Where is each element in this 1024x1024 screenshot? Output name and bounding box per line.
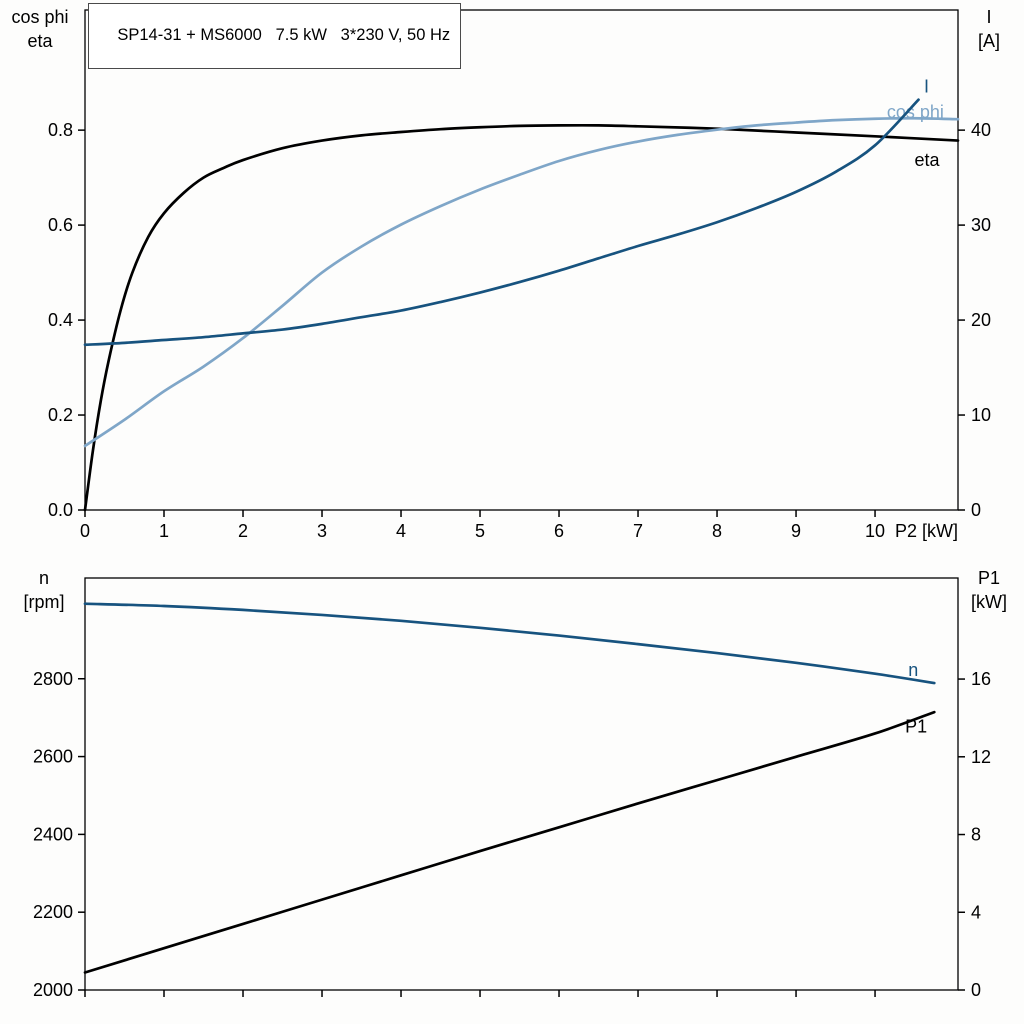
svg-text:40: 40	[971, 120, 991, 140]
axis-label-p1: P1	[977, 568, 1001, 588]
svg-text:4: 4	[971, 902, 981, 922]
svg-text:P1: P1	[905, 717, 927, 737]
svg-text:2600: 2600	[33, 747, 73, 767]
axis-label-speed: n	[38, 568, 49, 588]
svg-text:12: 12	[971, 747, 991, 767]
svg-text:30: 30	[971, 215, 991, 235]
svg-text:2800: 2800	[33, 669, 73, 689]
svg-text:0: 0	[971, 500, 981, 520]
svg-text:0.2: 0.2	[48, 405, 73, 425]
svg-text:8: 8	[712, 521, 722, 541]
svg-text:16: 16	[971, 669, 991, 689]
svg-text:0.0: 0.0	[48, 500, 73, 520]
svg-text:10: 10	[971, 405, 991, 425]
svg-text:0: 0	[80, 521, 90, 541]
svg-text:2400: 2400	[33, 824, 73, 844]
top-right-axis-label: I [A]	[960, 5, 1018, 54]
axis-label-p1-unit: [kW]	[971, 592, 1007, 613]
svg-text:2: 2	[238, 521, 248, 541]
top-left-axis-label: cos phi eta	[0, 5, 80, 54]
svg-text:8: 8	[971, 825, 981, 845]
svg-text:P2 [kW]: P2 [kW]	[895, 521, 958, 541]
svg-text:6: 6	[554, 521, 564, 541]
svg-text:0.4: 0.4	[48, 310, 73, 330]
svg-text:I: I	[924, 76, 929, 96]
chart-title: SP14-31 + MS6000 7.5 kW 3*230 V, 50 Hz	[117, 26, 451, 44]
axis-label-eta: eta	[27, 31, 53, 52]
svg-text:0.6: 0.6	[48, 215, 73, 235]
svg-text:9: 9	[791, 521, 801, 541]
svg-text:n: n	[908, 660, 918, 680]
svg-text:3: 3	[317, 521, 327, 541]
svg-text:10: 10	[865, 521, 885, 541]
bottom-right-axis-label: P1 [kW]	[960, 566, 1018, 615]
svg-text:7: 7	[633, 521, 643, 541]
axis-label-current: I	[986, 7, 992, 27]
svg-text:0: 0	[971, 980, 981, 1000]
svg-text:0.8: 0.8	[48, 120, 73, 140]
svg-text:20: 20	[971, 310, 991, 330]
axis-label-current-unit: [A]	[977, 31, 1000, 52]
svg-text:2200: 2200	[33, 902, 73, 922]
svg-text:1: 1	[159, 521, 169, 541]
axis-label-cos-phi: cos phi	[11, 7, 69, 27]
chart-title-box: SP14-31 + MS6000 7.5 kW 3*230 V, 50 Hz	[88, 3, 462, 69]
svg-text:4: 4	[396, 521, 406, 541]
svg-text:2000: 2000	[33, 980, 73, 1000]
svg-text:cos phi: cos phi	[887, 102, 944, 122]
svg-text:eta: eta	[915, 150, 941, 170]
bottom-left-axis-label: n [rpm]	[4, 566, 84, 615]
svg-text:5: 5	[475, 521, 485, 541]
axis-label-speed-unit: [rpm]	[23, 592, 65, 613]
